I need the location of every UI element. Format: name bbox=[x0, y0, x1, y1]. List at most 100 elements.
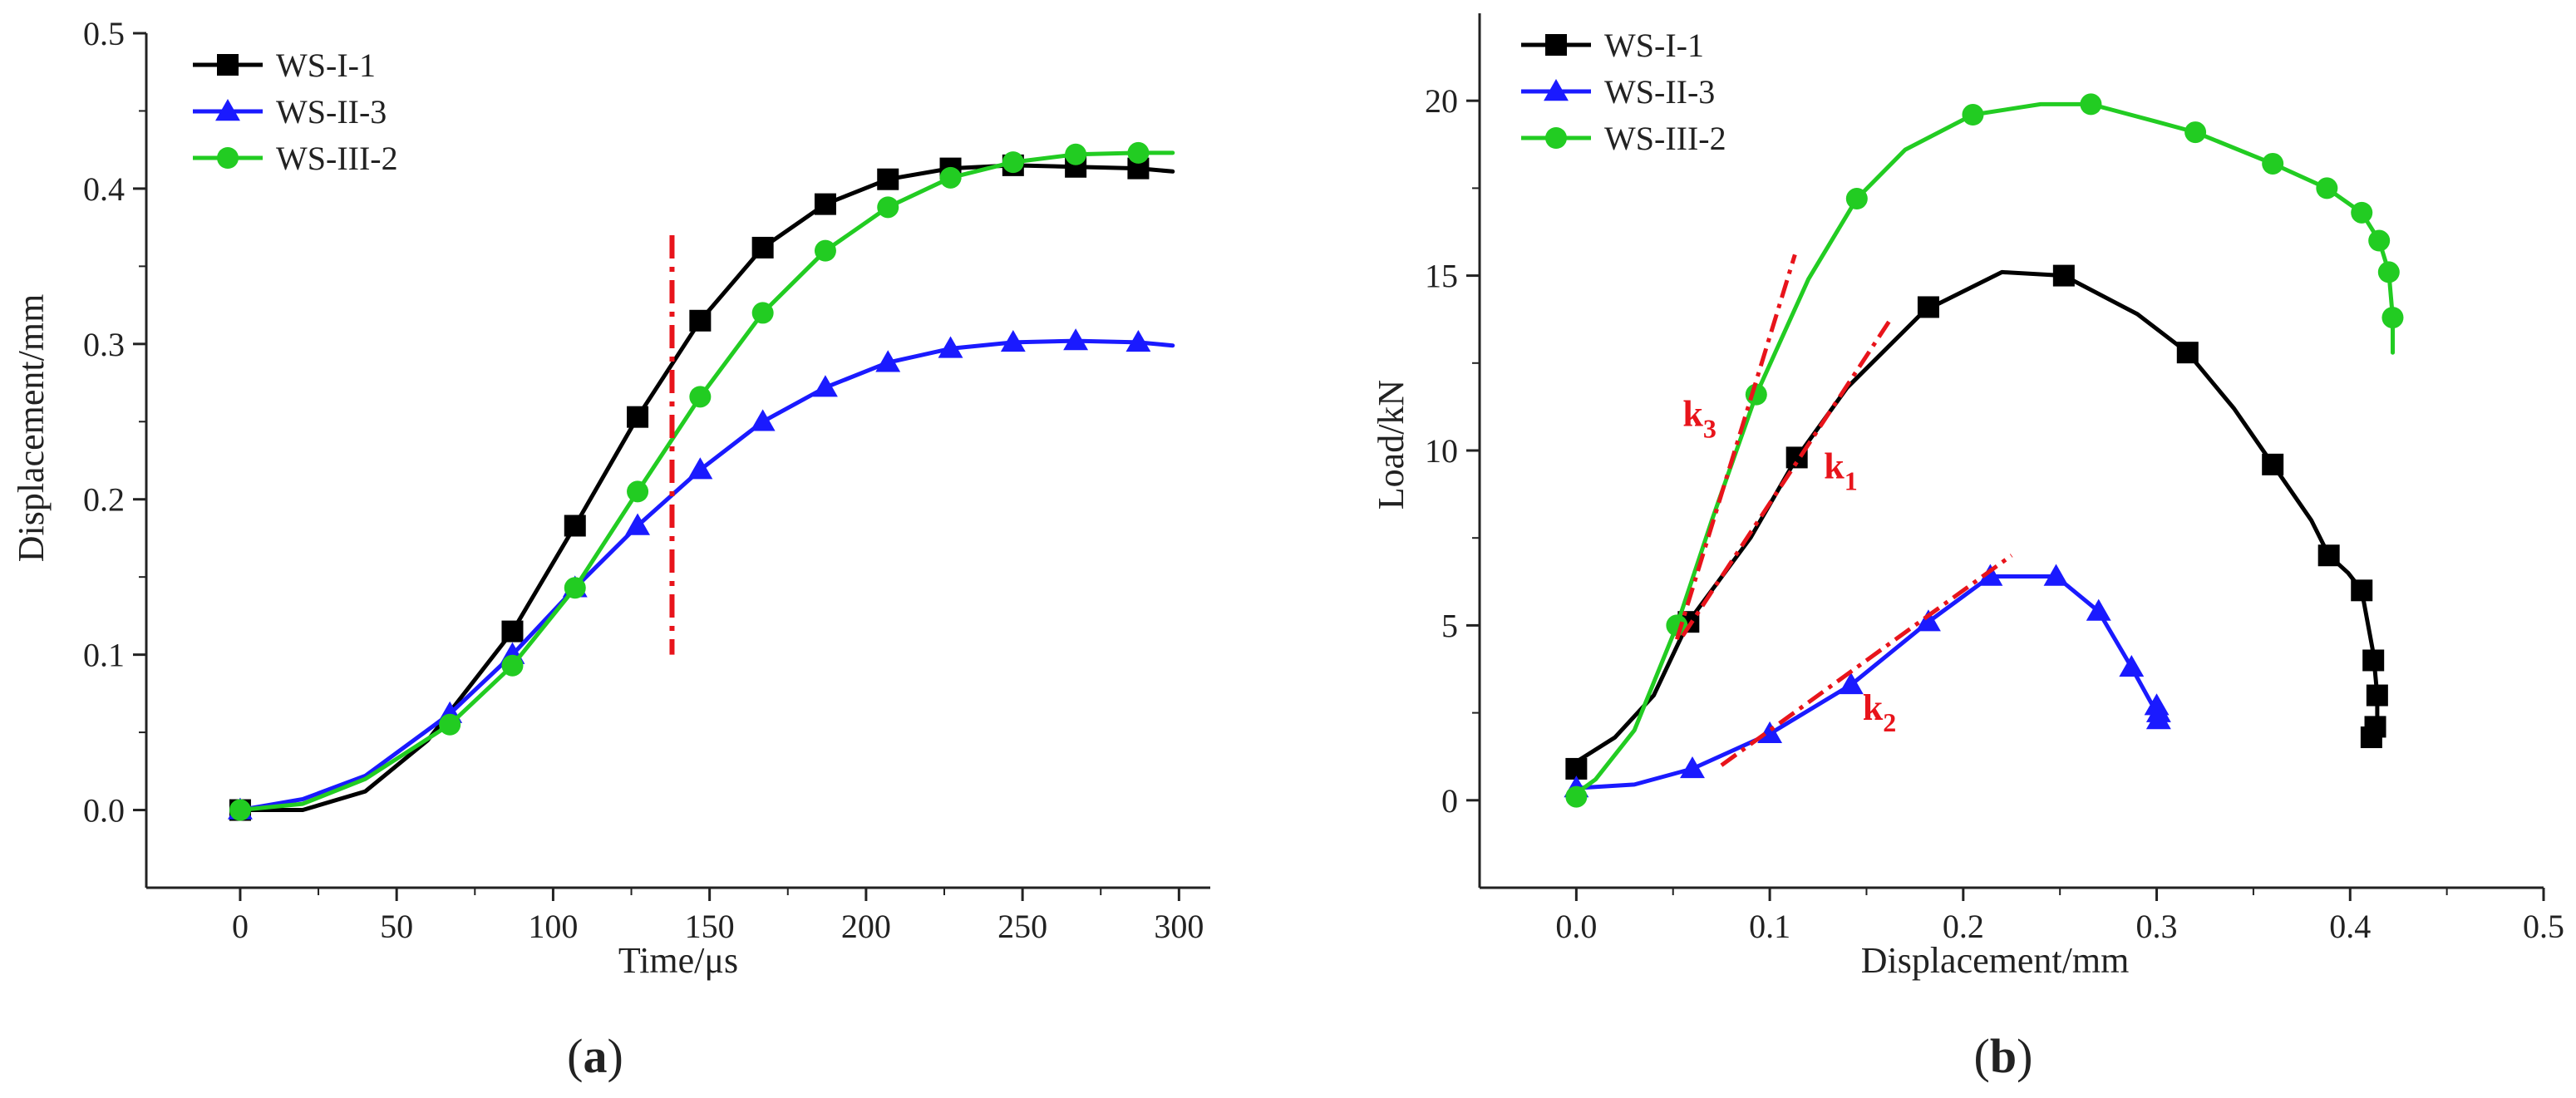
panel-a-legend-entry-ws-ii-3: WS-II-3 bbox=[193, 93, 387, 130]
panel-b-data-point-ws-i-1 bbox=[2366, 684, 2388, 707]
panel-b-x-tick-label: 0.0 bbox=[1555, 908, 1597, 945]
legend-marker-swatch bbox=[1544, 79, 1569, 101]
panel-b-x-tick-label: 0.1 bbox=[1749, 908, 1790, 945]
panel-a-y-tick-label: 0.1 bbox=[83, 637, 125, 674]
panel-b-data-point-ws-iii-2 bbox=[1962, 104, 1984, 126]
panel-a-legend-entry-ws-i-1: WS-I-1 bbox=[193, 47, 376, 84]
legend-label: WS-I-1 bbox=[276, 47, 376, 84]
panel-a-data-point-ws-i-1 bbox=[751, 236, 774, 258]
panel-a-data-point-ws-iii-2 bbox=[689, 386, 712, 408]
legend-label: WS-II-3 bbox=[276, 93, 387, 130]
panel-b-y-tick-label: 20 bbox=[1425, 82, 1458, 120]
panel-b-data-point-ws-i-1 bbox=[2351, 579, 2373, 602]
legend-marker-swatch bbox=[1545, 34, 1567, 56]
panel-a-data-point-ws-ii-3 bbox=[687, 457, 713, 480]
panel-a-data-point-ws-iii-2 bbox=[814, 239, 836, 262]
panel-a-x-tick-label: 300 bbox=[1154, 908, 1204, 945]
panel-a-data-point-ws-ii-3 bbox=[750, 409, 776, 431]
panel-b-data-point-ws-i-1 bbox=[2362, 649, 2385, 672]
panel-b-legend-entry-ws-ii-3: WS-II-3 bbox=[1521, 73, 1715, 111]
panel-a-series-line-ws-iii-2 bbox=[238, 150, 1175, 812]
panel-a-series-line-ws-i-1 bbox=[238, 163, 1175, 812]
panel-a-x-tick-label: 150 bbox=[685, 908, 735, 945]
panel-b-data-point-ws-ii-3 bbox=[2043, 564, 2069, 586]
panel-b-data-point-ws-iii-2 bbox=[2262, 152, 2284, 175]
panel-a-data-point-ws-ii-3 bbox=[875, 350, 901, 372]
panel-b-data-point-ws-iii-2 bbox=[2080, 93, 2102, 116]
panel-b-tangent-line-k3 bbox=[1674, 254, 1797, 640]
panel-b-data-point-ws-iii-2 bbox=[2316, 177, 2338, 199]
panel-a-data-point-ws-ii-3 bbox=[1125, 329, 1151, 352]
panel-a-data-point-ws-iii-2 bbox=[501, 654, 524, 677]
panel-a-data-point-ws-ii-3 bbox=[625, 513, 651, 535]
panel-b-y-tick-label: 10 bbox=[1425, 432, 1458, 470]
panel-a-data-point-ws-ii-3 bbox=[938, 336, 963, 358]
panel-b-y-axis-label: Load/kN bbox=[1371, 380, 1411, 510]
panel-b-legend-entry-ws-i-1: WS-I-1 bbox=[1521, 27, 1704, 64]
panel-a-data-point-ws-iii-2 bbox=[564, 577, 586, 599]
panel-b-tangent-line-k2 bbox=[1720, 554, 2013, 767]
legend-label: WS-I-1 bbox=[1604, 27, 1704, 64]
panel-b-y-tick-label: 15 bbox=[1425, 258, 1458, 295]
panel-a-displacement-time-chart: 0 50 100 150 200 250 300 0.0 0.1 0.2 0.3 0.4 0.5 WS-… bbox=[11, 15, 1210, 1083]
legend-marker-swatch bbox=[217, 54, 239, 76]
panel-a-x-tick-label: 50 bbox=[380, 908, 413, 945]
panel-a-data-point-ws-i-1 bbox=[689, 309, 712, 332]
panel-b-x-tick-label: 0.2 bbox=[1943, 908, 1984, 945]
panel-b-data-point-ws-iii-2 bbox=[2368, 229, 2391, 252]
panel-b-tangent-line-k1 bbox=[1681, 316, 1894, 638]
panel-a-y-axis-label: Displacement/mm bbox=[11, 294, 52, 563]
legend-label: WS-III-2 bbox=[276, 140, 398, 177]
panel-b-series-line-ws-ii-3 bbox=[1574, 574, 2163, 790]
panel-b-x-tick-label: 0.4 bbox=[2329, 908, 2371, 945]
panel-b-data-point-ws-ii-3 bbox=[1680, 756, 1705, 779]
panel-a-x-tick-label: 100 bbox=[528, 908, 578, 945]
legend-marker-swatch bbox=[217, 147, 239, 169]
panel-b-data-point-ws-ii-3 bbox=[1838, 672, 1864, 695]
panel-b-label-k3: k3 bbox=[1682, 394, 1716, 444]
panel-a-legend-entry-ws-iii-2: WS-III-2 bbox=[193, 140, 398, 177]
panel-a-x-axis-label: Time/μs bbox=[618, 940, 738, 981]
panel-a-data-point-ws-i-1 bbox=[627, 406, 649, 428]
panel-a-caption: (a) bbox=[567, 1029, 623, 1083]
panel-b-data-point-ws-iii-2 bbox=[2351, 201, 2373, 224]
panel-b-data-point-ws-ii-3 bbox=[2119, 654, 2145, 677]
panel-b-data-point-ws-ii-3 bbox=[2086, 598, 2111, 621]
panel-a-y-tick-label: 0.3 bbox=[83, 326, 125, 363]
panel-b-label-k1: k1 bbox=[1824, 446, 1857, 496]
panel-a-data-point-ws-iii-2 bbox=[939, 166, 962, 189]
panel-a-data-point-ws-i-1 bbox=[564, 515, 586, 537]
panel-a-data-point-ws-iii-2 bbox=[229, 799, 251, 821]
panel-b-x-tick-label: 0.3 bbox=[2136, 908, 2178, 945]
panel-b-data-point-ws-ii-3 bbox=[1978, 564, 2003, 586]
panel-b-series-line-ws-iii-2 bbox=[1574, 101, 2395, 795]
panel-b-data-point-ws-iii-2 bbox=[1666, 614, 1688, 637]
panel-b-data-point-ws-i-1 bbox=[2052, 264, 2075, 287]
panel-b-label-k2: k2 bbox=[1863, 687, 1896, 737]
panel-b-data-point-ws-iii-2 bbox=[2377, 261, 2400, 283]
panel-a-data-point-ws-iii-2 bbox=[627, 480, 649, 503]
panel-b-data-point-ws-ii-3 bbox=[1757, 721, 1783, 744]
panel-b-data-point-ws-i-1 bbox=[1917, 296, 1939, 318]
panel-a-y-tick-label: 0.5 bbox=[83, 15, 125, 52]
panel-b-data-point-ws-iii-2 bbox=[2184, 121, 2207, 144]
panel-a-y-tick-label: 0.0 bbox=[83, 792, 125, 830]
panel-b-data-point-ws-iii-2 bbox=[1565, 785, 1588, 808]
panel-a-y-tick-label: 0.2 bbox=[83, 481, 125, 519]
panel-b-legend-entry-ws-iii-2: WS-III-2 bbox=[1521, 120, 1726, 157]
panel-b-y-tick-label: 5 bbox=[1441, 607, 1458, 644]
panel-b-data-point-ws-iii-2 bbox=[2381, 307, 2404, 329]
panel-a-series-line-ws-ii-3 bbox=[238, 338, 1175, 812]
panel-a-data-point-ws-ii-3 bbox=[1063, 328, 1089, 351]
panel-a-data-point-ws-iii-2 bbox=[877, 196, 899, 219]
panel-b-x-axis-label: Displacement/mm bbox=[1861, 940, 2130, 981]
panel-b-series-line-ws-i-1 bbox=[1574, 269, 2380, 764]
panel-a-data-point-ws-iii-2 bbox=[1002, 151, 1024, 174]
panel-a-y-tick-label: 0.4 bbox=[83, 170, 125, 208]
panel-a-x-tick-label: 250 bbox=[997, 908, 1047, 945]
panel-b-y-tick-label: 0 bbox=[1441, 782, 1458, 820]
panel-a-data-point-ws-iii-2 bbox=[1065, 143, 1087, 165]
panel-a-data-point-ws-iii-2 bbox=[751, 302, 774, 324]
panel-a-x-tick-label: 200 bbox=[841, 908, 891, 945]
